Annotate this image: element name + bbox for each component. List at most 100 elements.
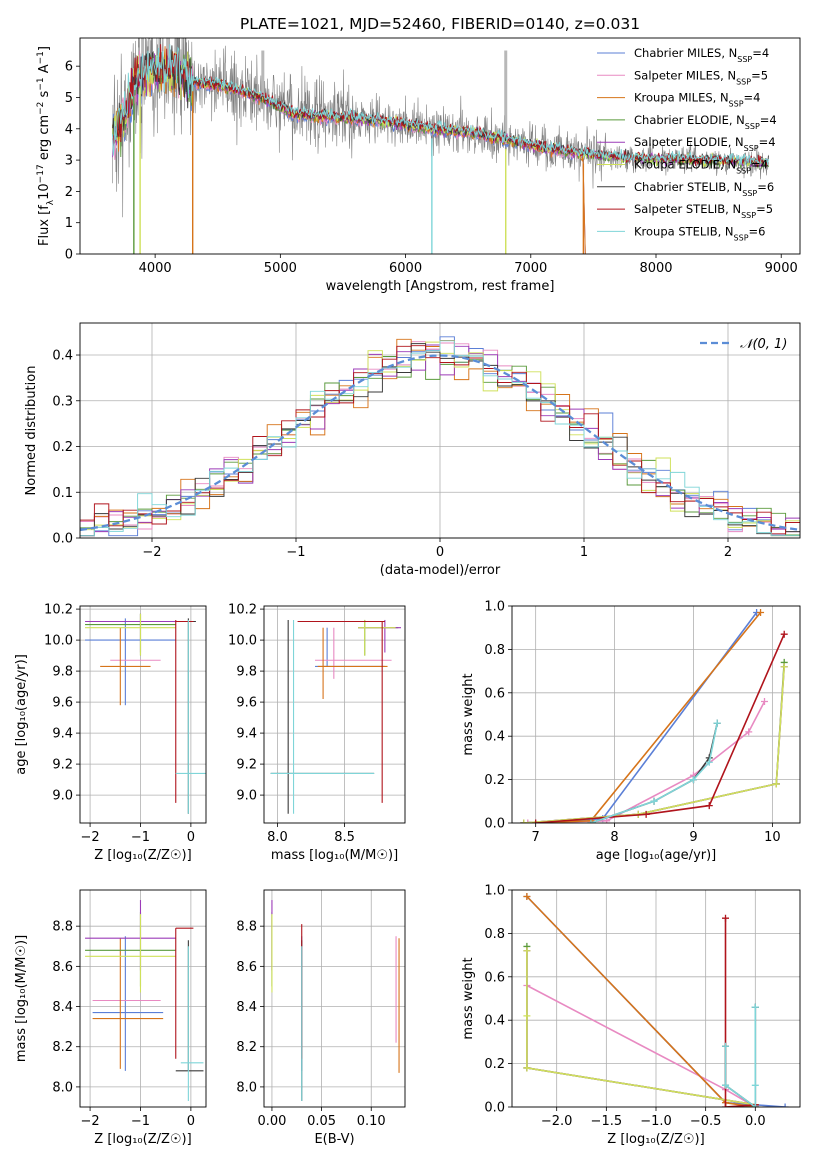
label-part: ] — [37, 46, 52, 51]
tick-label-x: −1.5 — [591, 1114, 623, 1129]
x-axis-label: wavelength [Angstrom, rest frame] — [326, 279, 555, 294]
tick-label-x: 7000 — [514, 261, 547, 276]
tick-label-y: 8.0 — [236, 1080, 257, 1095]
data-marker — [751, 1103, 759, 1107]
tick-label-y: 8.0 — [52, 1080, 73, 1095]
legend-sub: SSP — [736, 77, 751, 86]
data-marker — [751, 1003, 759, 1011]
x-axis-label: Z [log₁₀(Z/Z☉)] — [94, 848, 191, 863]
histogram-step — [80, 345, 800, 535]
data-marker — [751, 1081, 759, 1089]
tick-label-y: 9.2 — [52, 758, 73, 773]
errorbar-point — [358, 619, 396, 656]
tick-label-x: −2 — [80, 1114, 99, 1129]
legend-label: Salpeter ELODIE, NSSP=4 — [634, 135, 776, 153]
series-line — [526, 946, 756, 1106]
tick-label-y: 0.4 — [484, 1014, 505, 1029]
tick-label-y: 0.8 — [484, 927, 505, 942]
errorbar-point — [297, 620, 385, 803]
legend-label: Chabrier MILES, NSSP=4 — [634, 46, 769, 64]
tick-label-y: 9.0 — [236, 789, 257, 804]
errorbar-point — [85, 900, 176, 971]
tick-label-y: 9.6 — [236, 696, 257, 711]
legend-label: 𝒩(0, 1) — [740, 337, 787, 352]
tick-label-y: 4 — [65, 122, 73, 137]
errorbar-point — [85, 912, 176, 987]
tick-label-x: −1 — [131, 830, 150, 845]
tick-label-y: 9.6 — [52, 696, 73, 711]
label-part: −2 — [36, 102, 46, 115]
series-line — [526, 895, 756, 1107]
tick-label-x: 0.0 — [745, 1114, 766, 1129]
series-line — [526, 950, 756, 1106]
legend-n: =4 — [760, 113, 777, 127]
data-marker — [705, 758, 713, 766]
tick-label-y: 8.4 — [236, 1000, 257, 1015]
tick-label-x: 0 — [187, 830, 195, 845]
axes-frame — [511, 889, 801, 1108]
legend-sub: SSP — [744, 144, 759, 153]
errorbar-point — [85, 613, 176, 653]
data-marker — [523, 1012, 531, 1020]
plot-area — [270, 619, 401, 814]
data-marker — [713, 719, 721, 727]
tick-label-y: 5 — [65, 91, 73, 106]
label-part: Flux [f — [37, 205, 52, 246]
data-marker — [722, 914, 730, 922]
errorbar-point — [175, 619, 206, 814]
legend-text: Kroupa MILES, N — [634, 91, 729, 105]
panel-8: −2.0 −1.5 −1.0 −0.5 0.0 0.0 0.2 0.4 0.6 0.8 1.0 Z [… — [461, 884, 801, 1147]
data-marker — [757, 609, 765, 617]
axes-frame — [263, 605, 406, 824]
data-marker — [603, 817, 611, 823]
tick-label-y: 8.6 — [236, 960, 257, 975]
tick-label-y: 0 — [65, 248, 73, 263]
label-part: A — [37, 64, 52, 77]
legend-text: Salpeter STELIB, N — [634, 202, 741, 216]
series — [587, 719, 721, 823]
errorbar-point — [92, 936, 164, 1071]
tick-label-y: 8.2 — [236, 1040, 257, 1055]
data-marker — [524, 819, 532, 823]
legend-sub: SSP — [742, 188, 757, 197]
model-spectrum — [112, 44, 769, 166]
tick-label-y: 8.2 — [52, 1040, 73, 1055]
tick-label-x: 8.0 — [267, 830, 288, 845]
tick-label-y: 0.2 — [52, 440, 73, 455]
data-marker — [523, 893, 531, 901]
tick-label-x: 1 — [580, 545, 588, 560]
data-marker — [642, 810, 650, 818]
tick-label-y: 2 — [65, 185, 73, 200]
series — [722, 1003, 759, 1107]
legend-n: =6 — [749, 224, 766, 238]
tick-label-y: 0.6 — [484, 970, 505, 985]
panel-1: 4000 5000 6000 7000 8000 9000 0 1 2 3 4 5 6 wavelengt… — [36, 37, 801, 294]
tick-label-x: 4000 — [139, 261, 172, 276]
plot-area — [112, 38, 769, 254]
errorbar-point — [85, 613, 176, 656]
series-line — [523, 611, 762, 823]
axes-frame — [79, 889, 207, 1108]
legend-label: Chabrier STELIB, NSSP=6 — [634, 180, 774, 198]
tick-label-y: 0.0 — [484, 1101, 505, 1116]
tick-label-y: 10.2 — [228, 603, 257, 618]
errorbar-point — [175, 927, 194, 1059]
tick-label-x: 5000 — [264, 261, 297, 276]
tick-label-x: −2.0 — [541, 1114, 573, 1129]
legend-label: Salpeter STELIB, NSSP=5 — [634, 202, 773, 220]
series-line — [724, 918, 756, 1107]
data-marker — [523, 1064, 531, 1072]
panel-6: −2 −1 0 8.0 8.2 8.4 8.6 8.8 Z [log₁₀(Z/Z☉)] mass … — [14, 889, 207, 1147]
legend-sub: SSP — [736, 166, 751, 175]
data-marker — [705, 802, 713, 810]
x-axis-label: Z [log₁₀(Z/Z☉)] — [94, 1132, 191, 1147]
tick-label-y: 8.4 — [52, 1000, 73, 1015]
x-axis-label: Z [log₁₀(Z/Z☉)] — [607, 1132, 704, 1147]
tick-label-y: 0.4 — [52, 349, 73, 364]
legend-sub: SSP — [745, 121, 760, 130]
x-axis-label: mass [log₁₀(M/M☉)] — [271, 848, 398, 863]
grid — [80, 890, 206, 1107]
data-marker — [760, 697, 768, 705]
axes-frame — [79, 322, 801, 539]
